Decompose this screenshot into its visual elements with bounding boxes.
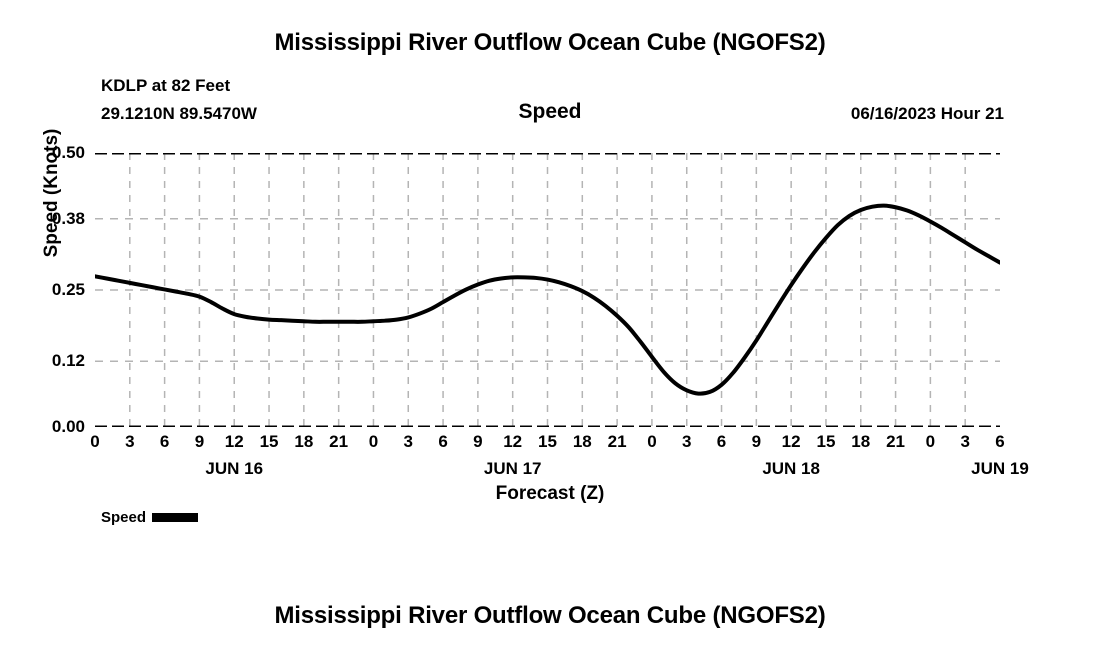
station-label: KDLP at 82 Feet [101, 76, 231, 95]
x-day-label: JUN 19 [971, 459, 1029, 478]
x-tick-label: 12 [781, 432, 801, 451]
x-tick-label: 3 [403, 432, 413, 451]
y-tick-label: 0.12 [51, 351, 85, 371]
chart-plot-area [95, 153, 1000, 427]
y-tick-label: 0.00 [51, 417, 85, 436]
x-tick-label: 0 [925, 432, 936, 451]
model-run-label: 06/16/2023 Hour 21 [850, 104, 1004, 123]
legend-swatch-speed [152, 513, 199, 522]
x-tick-label: 6 [995, 432, 1005, 451]
x-tick-label: 15 [816, 432, 836, 451]
x-tick-label: 6 [438, 432, 448, 451]
x-tick-label: 12 [503, 432, 523, 451]
legend-label-speed: Speed [101, 509, 147, 526]
x-tick-label: 15 [259, 432, 279, 451]
x-tick-label: 3 [125, 432, 135, 451]
x-tick-label: 9 [751, 432, 762, 451]
gridlines [95, 153, 1000, 427]
x-tick-label: 12 [224, 432, 244, 451]
x-day-label: JUN 18 [762, 459, 820, 478]
x-tick-label: 18 [294, 432, 314, 451]
y-axis-ticks: 0.00 0.12 0.25 0.38 0.50 [23, 0, 85, 650]
x-tick-label: 0 [647, 432, 657, 451]
x-tick-label: 18 [851, 432, 871, 451]
y-tick-label: 0.50 [51, 143, 85, 162]
coordinates-label: 29.1210N 89.5470W [101, 104, 257, 123]
x-tick-label: 21 [886, 432, 906, 451]
x-tick-label: 21 [607, 432, 627, 451]
x-tick-label: 15 [538, 432, 557, 451]
data-series-line-0 [95, 203, 1000, 396]
x-axis-title: Forecast (Z) [495, 483, 605, 504]
x-tick-label: 9 [473, 432, 483, 451]
x-tick-label: 0 [90, 432, 100, 451]
x-tick-label: 6 [159, 432, 170, 451]
page-title-top: Mississippi River Outflow Ocean Cube (NG… [274, 29, 826, 56]
page-title-bottom: Mississippi River Outflow Ocean Cube (NG… [274, 602, 826, 629]
chart-legend: Speed [101, 509, 199, 526]
parameter-title: Speed [518, 100, 582, 123]
y-tick-label: 0.38 [51, 208, 85, 228]
x-day-label: JUN 16 [205, 459, 264, 478]
x-tick-label: 6 [716, 432, 727, 451]
x-day-label: JUN 17 [483, 459, 542, 478]
x-tick-label: 3 [681, 432, 692, 451]
x-tick-label: 9 [194, 432, 205, 451]
x-tick-label: 18 [572, 432, 592, 451]
x-tick-label: 21 [329, 432, 349, 451]
y-tick-label: 0.25 [51, 280, 85, 299]
x-tick-label: 0 [368, 432, 379, 451]
data-series-group [95, 203, 1000, 396]
x-tick-label: 3 [960, 432, 970, 451]
